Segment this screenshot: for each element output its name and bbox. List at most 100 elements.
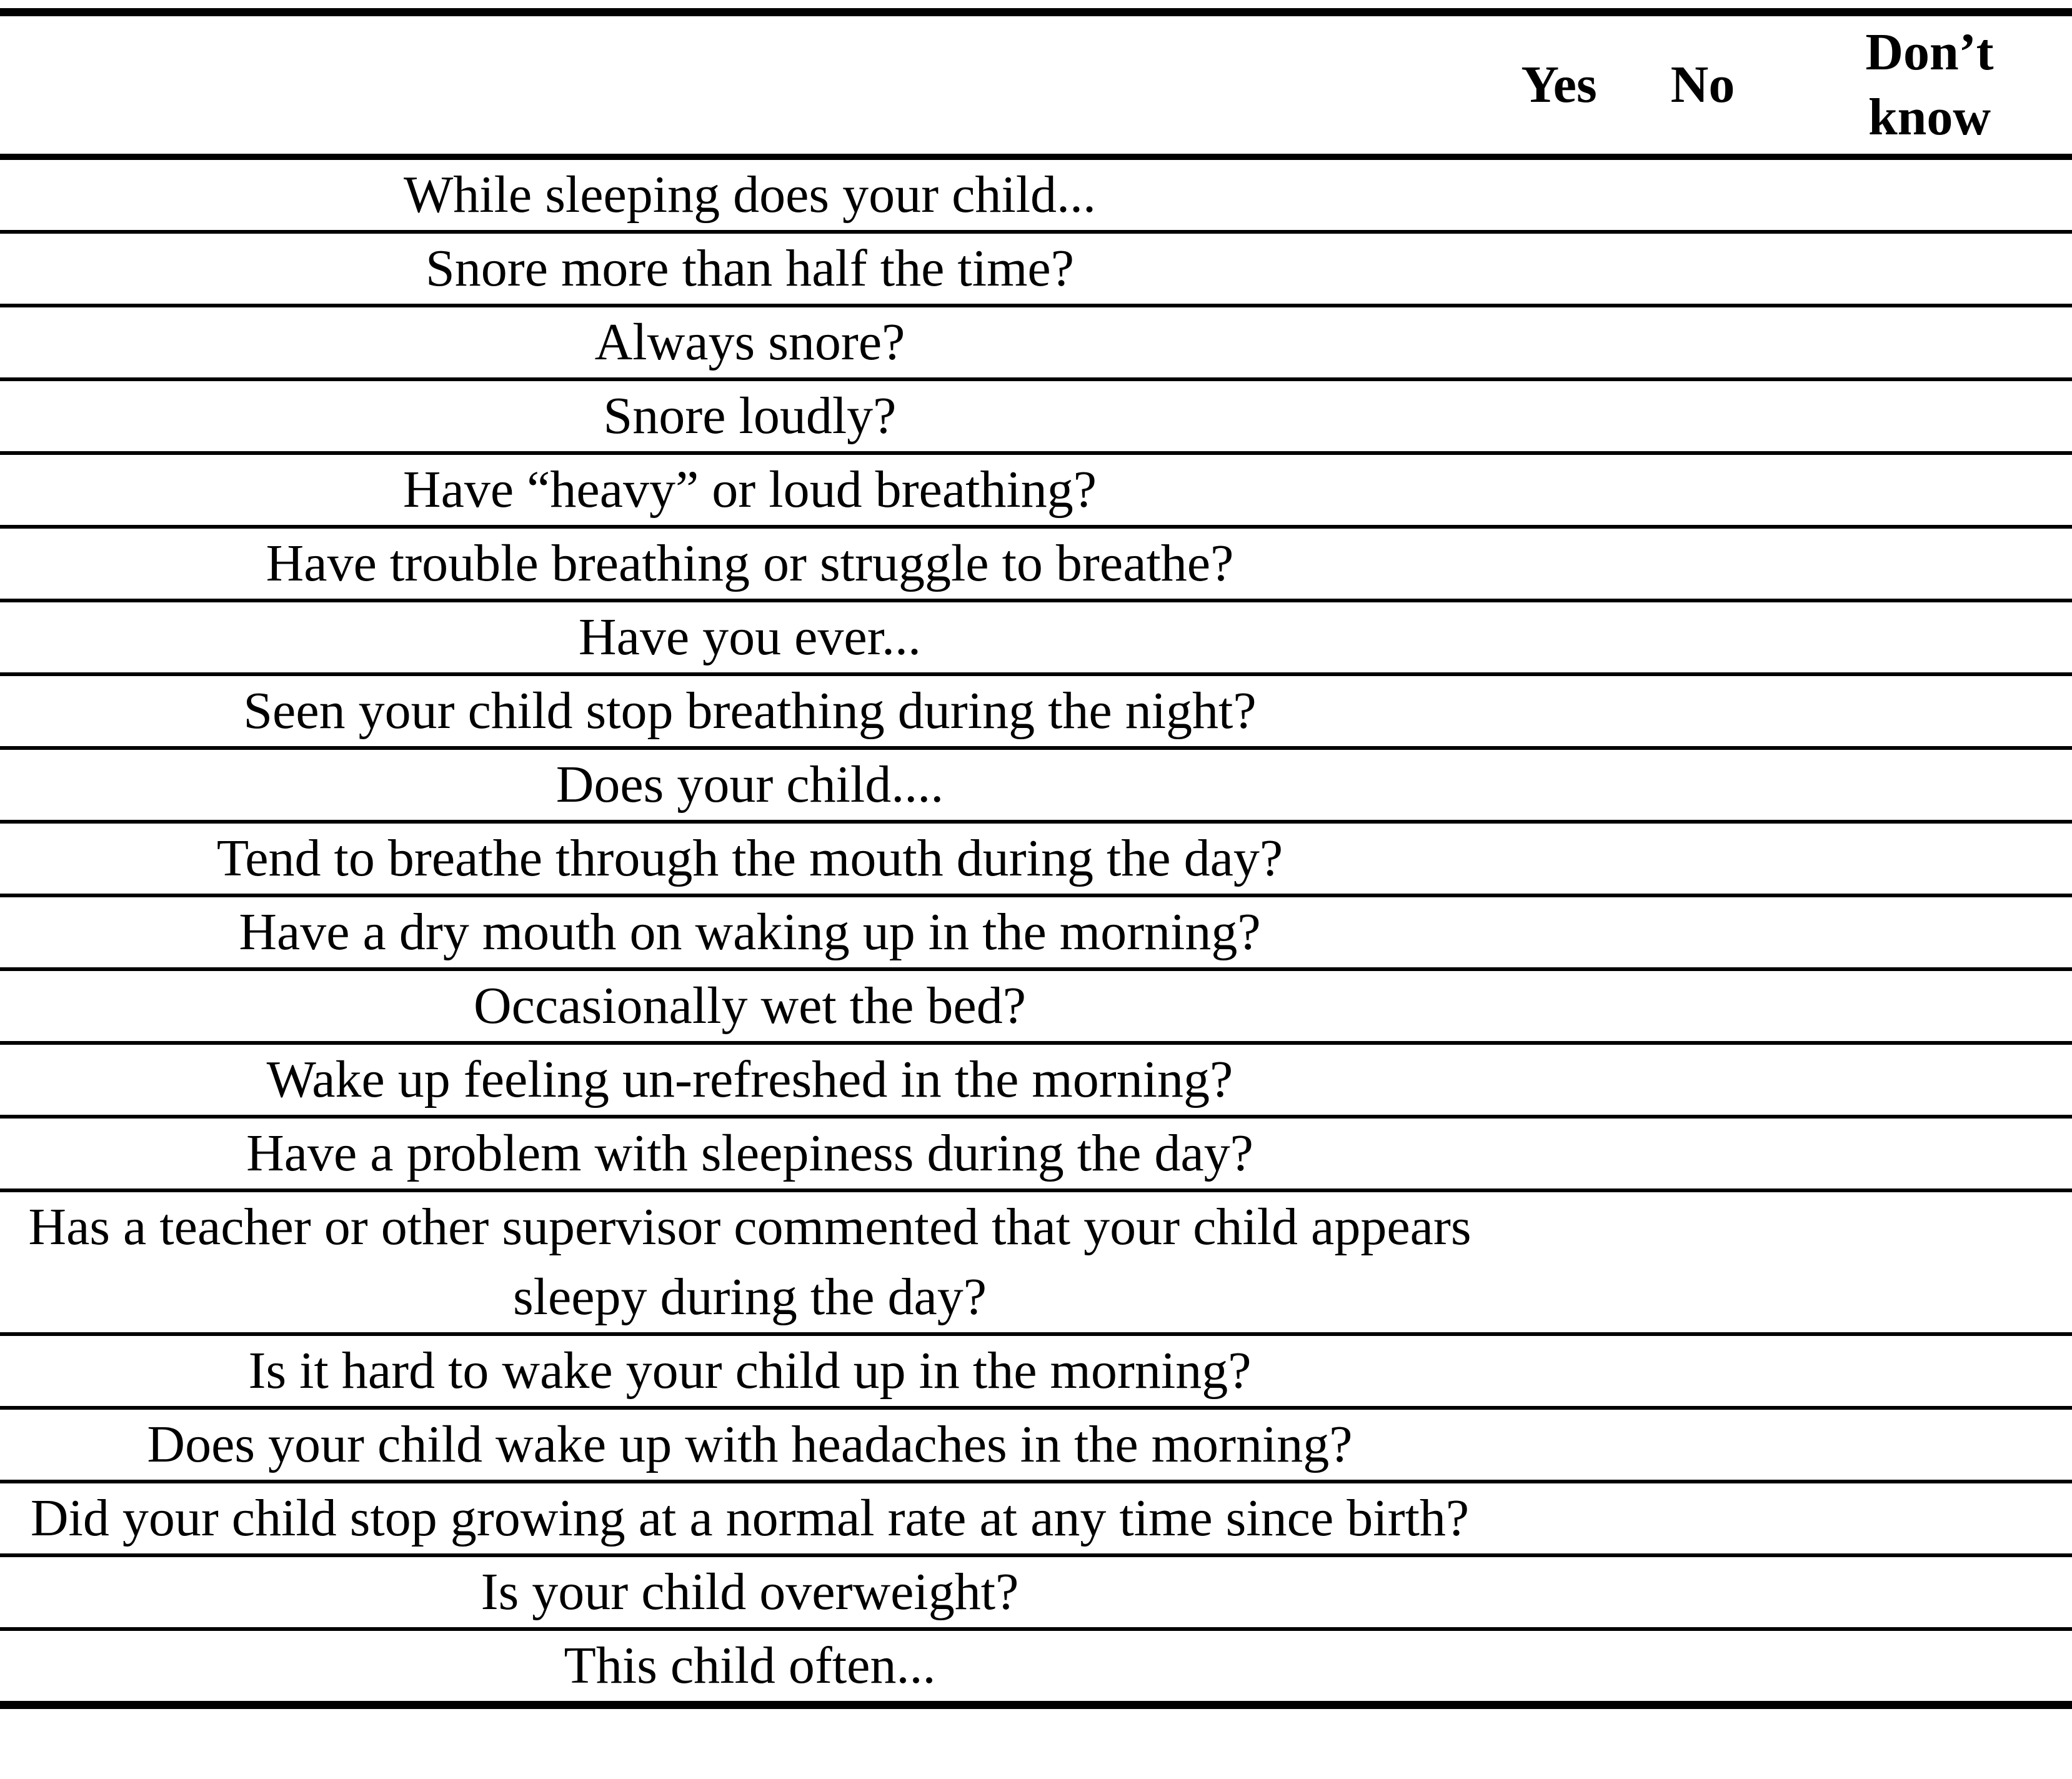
table-row: Snore more than half the time?	[0, 232, 2072, 306]
no-answer-cell	[1618, 1408, 1787, 1482]
header-dont-know: Don’t know	[1787, 12, 2072, 157]
question-cell: Tend to breathe through the mouth during…	[0, 822, 1500, 895]
dont-know-answer-cell	[1787, 748, 2072, 822]
no-answer-cell	[1618, 157, 1787, 232]
dont-know-answer-cell	[1787, 453, 2072, 527]
question-text: Wake up feeling un-refreshed in the morn…	[266, 1050, 1233, 1109]
table-header: Yes No Don’t know	[0, 12, 2072, 157]
dont-know-answer-cell	[1787, 822, 2072, 895]
yes-answer-cell	[1500, 1482, 1618, 1555]
header-yes-label: Yes	[1521, 56, 1597, 114]
question-text: Have a problem with sleepiness during th…	[246, 1124, 1253, 1182]
yes-answer-cell	[1500, 232, 1618, 306]
question-cell: Has a teacher or other supervisor commen…	[0, 1190, 1500, 1334]
question-text: This child often...	[564, 1637, 936, 1695]
table-row: Does your child....	[0, 748, 2072, 822]
question-cell: While sleeping does your child...	[0, 157, 1500, 232]
no-answer-cell	[1618, 1629, 1787, 1705]
question-cell: Seen your child stop breathing during th…	[0, 674, 1500, 748]
dont-know-answer-cell	[1787, 895, 2072, 969]
sleep-questionnaire-table: Yes No Don’t know While sleeping does yo…	[0, 8, 2072, 1709]
dont-know-answer-cell	[1787, 1190, 2072, 1334]
question-cell: Have a problem with sleepiness during th…	[0, 1117, 1500, 1190]
table-row: Tend to breathe through the mouth during…	[0, 822, 2072, 895]
question-text: While sleeping does your child...	[403, 166, 1097, 224]
question-text: Is it hard to wake your child up in the …	[248, 1342, 1252, 1400]
question-text: Occasionally wet the bed?	[474, 977, 1026, 1035]
question-text: Snore loudly?	[603, 387, 897, 445]
dont-know-answer-cell	[1787, 969, 2072, 1043]
yes-answer-cell	[1500, 1555, 1618, 1629]
question-text: Have you ever...	[578, 608, 922, 666]
dont-know-answer-cell	[1787, 1043, 2072, 1117]
no-answer-cell	[1618, 1043, 1787, 1117]
no-answer-cell	[1618, 1334, 1787, 1408]
table-row: Is it hard to wake your child up in the …	[0, 1334, 2072, 1408]
no-answer-cell	[1618, 527, 1787, 600]
header-no-label: No	[1670, 56, 1735, 114]
question-cell: Does your child wake up with headaches i…	[0, 1408, 1500, 1482]
dont-know-answer-cell	[1787, 306, 2072, 379]
question-text: Is your child overweight?	[481, 1563, 1019, 1621]
table-row: Did your child stop growing at a normal …	[0, 1482, 2072, 1555]
question-cell: Have you ever...	[0, 600, 1500, 674]
header-yes: Yes	[1500, 12, 1618, 157]
table-row: Have trouble breathing or struggle to br…	[0, 527, 2072, 600]
yes-answer-cell	[1500, 157, 1618, 232]
dont-know-answer-cell	[1787, 1629, 2072, 1705]
yes-answer-cell	[1500, 379, 1618, 453]
question-cell: Is it hard to wake your child up in the …	[0, 1334, 1500, 1408]
table-row: Have a problem with sleepiness during th…	[0, 1117, 2072, 1190]
question-cell: This child often...	[0, 1629, 1500, 1705]
question-cell: Occasionally wet the bed?	[0, 969, 1500, 1043]
no-answer-cell	[1618, 600, 1787, 674]
question-cell: Snore loudly?	[0, 379, 1500, 453]
dont-know-answer-cell	[1787, 527, 2072, 600]
question-cell: Is your child overweight?	[0, 1555, 1500, 1629]
question-text: Did your child stop growing at a normal …	[30, 1489, 1470, 1547]
yes-answer-cell	[1500, 1117, 1618, 1190]
no-answer-cell	[1618, 306, 1787, 379]
no-answer-cell	[1618, 895, 1787, 969]
no-answer-cell	[1618, 1117, 1787, 1190]
no-answer-cell	[1618, 1482, 1787, 1555]
yes-answer-cell	[1500, 1408, 1618, 1482]
no-answer-cell	[1618, 748, 1787, 822]
dont-know-answer-cell	[1787, 674, 2072, 748]
no-answer-cell	[1618, 822, 1787, 895]
yes-answer-cell	[1500, 1334, 1618, 1408]
question-cell: Have trouble breathing or struggle to br…	[0, 527, 1500, 600]
question-cell: Have a dry mouth on waking up in the mor…	[0, 895, 1500, 969]
question-text: Have “heavy” or loud breathing?	[402, 461, 1097, 519]
no-answer-cell	[1618, 453, 1787, 527]
question-cell: Did your child stop growing at a normal …	[0, 1482, 1500, 1555]
yes-answer-cell	[1500, 1190, 1618, 1334]
dont-know-answer-cell	[1787, 379, 2072, 453]
dont-know-answer-cell	[1787, 1408, 2072, 1482]
dont-know-answer-cell	[1787, 1555, 2072, 1629]
table-row: Have “heavy” or loud breathing?	[0, 453, 2072, 527]
no-answer-cell	[1618, 379, 1787, 453]
table-row: Seen your child stop breathing during th…	[0, 674, 2072, 748]
question-text: Always snore?	[594, 313, 905, 371]
table-row: Snore loudly?	[0, 379, 2072, 453]
table-row: Have a dry mouth on waking up in the mor…	[0, 895, 2072, 969]
table-row: Have you ever...	[0, 600, 2072, 674]
question-text: Snore more than half the time?	[426, 239, 1074, 297]
question-text: Seen your child stop breathing during th…	[243, 682, 1257, 740]
dont-know-answer-cell	[1787, 232, 2072, 306]
dont-know-answer-cell	[1787, 1117, 2072, 1190]
table-row: Wake up feeling un-refreshed in the morn…	[0, 1043, 2072, 1117]
table-row: Has a teacher or other supervisor commen…	[0, 1190, 2072, 1334]
table-row: While sleeping does your child...	[0, 157, 2072, 232]
table-body: While sleeping does your child... Snore …	[0, 157, 2072, 1705]
table-row: Does your child wake up with headaches i…	[0, 1408, 2072, 1482]
yes-answer-cell	[1500, 306, 1618, 379]
header-question-column-blank	[0, 12, 1500, 157]
question-cell: Have “heavy” or loud breathing?	[0, 453, 1500, 527]
no-answer-cell	[1618, 969, 1787, 1043]
question-text: Does your child....	[555, 755, 944, 814]
question-text: Tend to breathe through the mouth during…	[216, 829, 1283, 887]
header-no: No	[1618, 12, 1787, 157]
